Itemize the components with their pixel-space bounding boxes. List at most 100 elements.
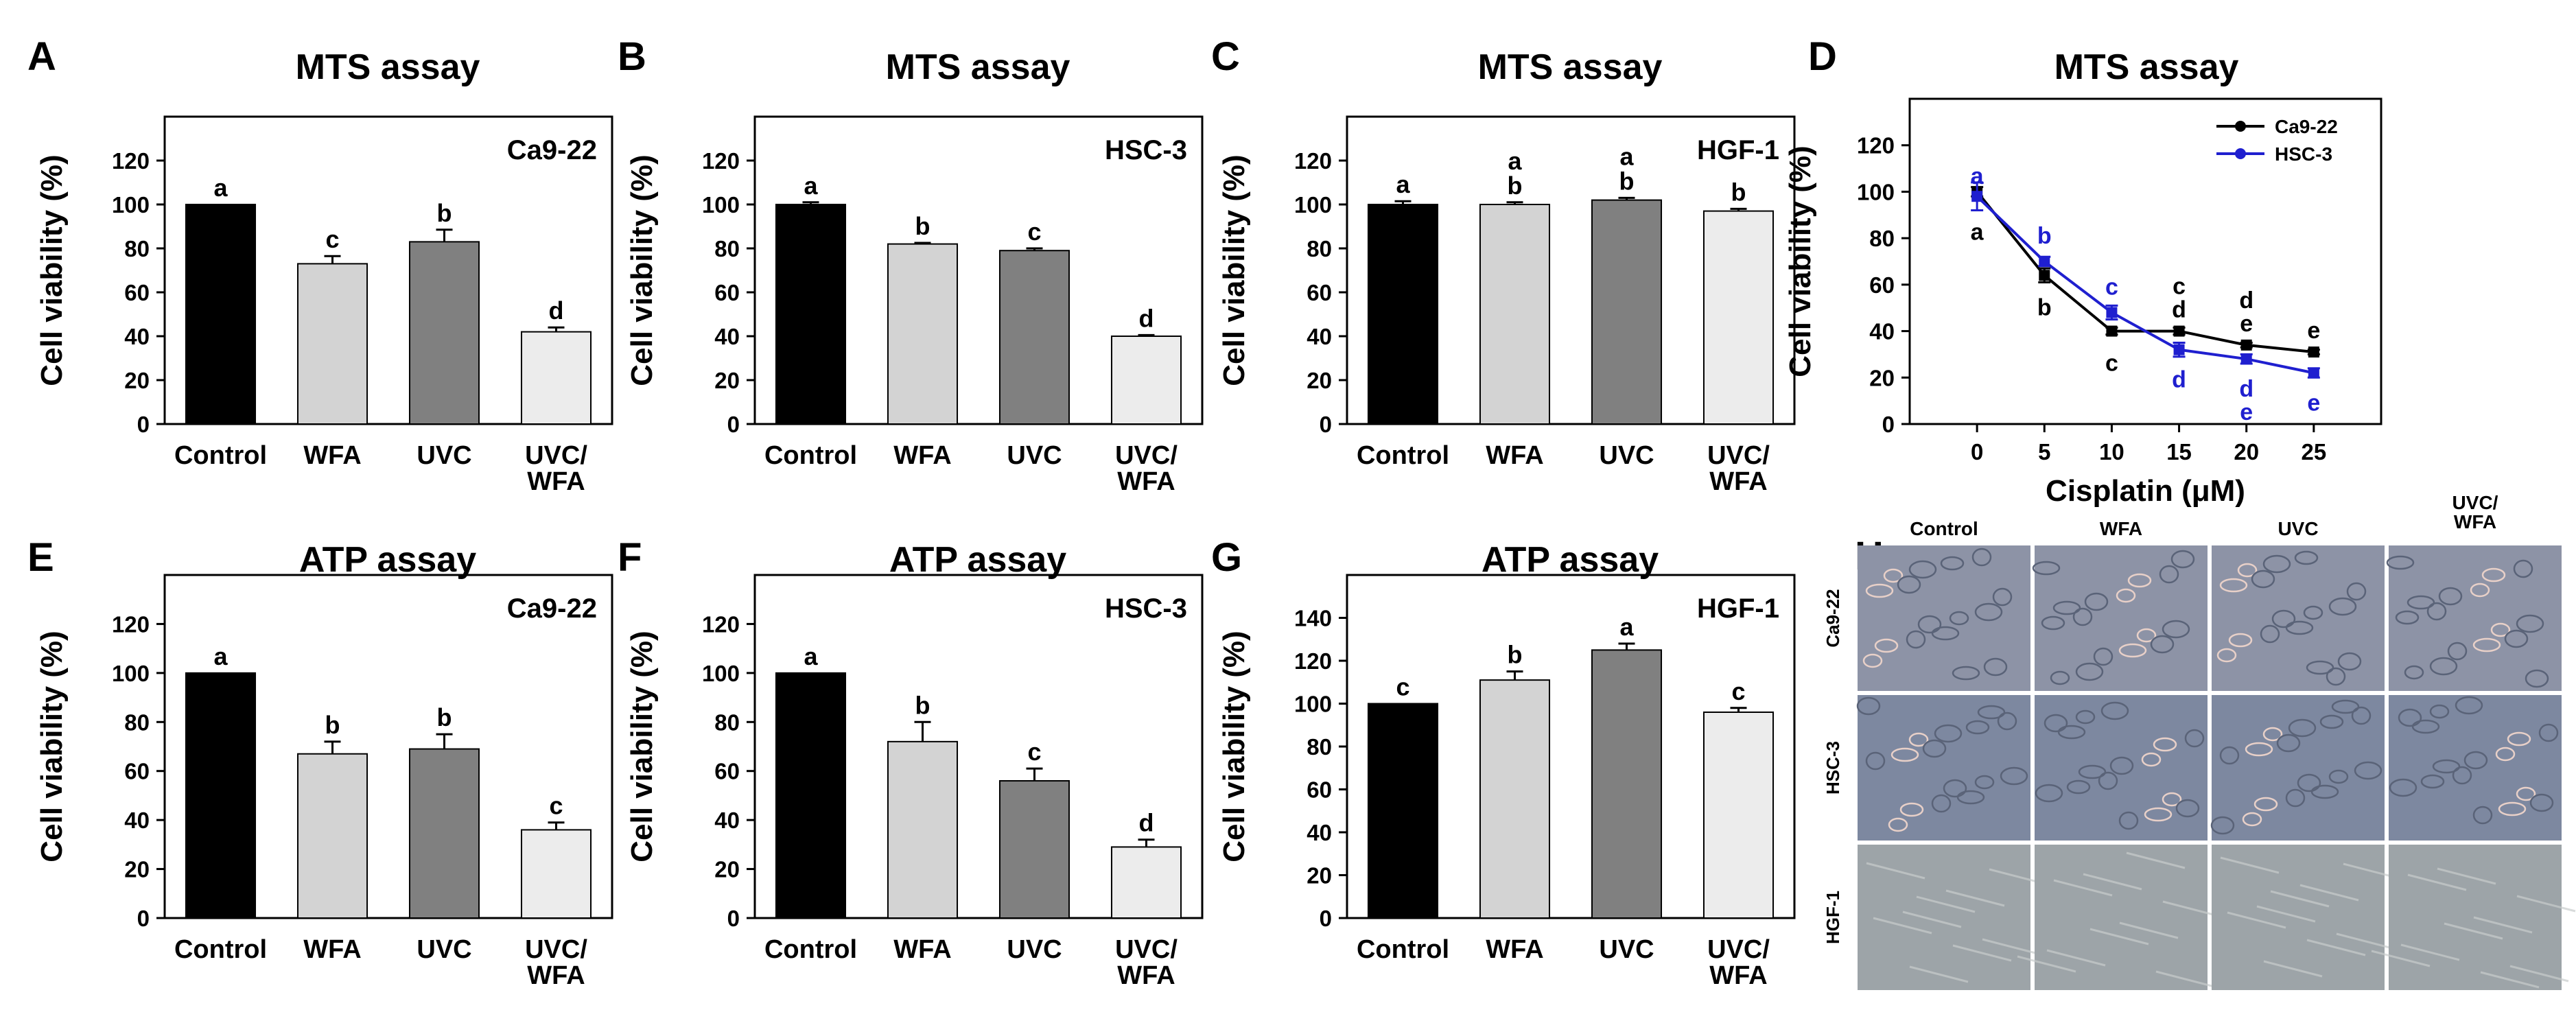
micrograph-cell <box>2438 587 2463 606</box>
micrograph-cell <box>2513 559 2533 578</box>
inset-label: HGF-1 <box>1697 135 1779 165</box>
micrograph-cell <box>2495 747 2516 762</box>
significance-letter: a <box>213 642 228 670</box>
series-line <box>1976 191 2315 354</box>
micrograph-cell <box>2220 856 2280 874</box>
panel-letter: A <box>27 34 56 79</box>
data-point <box>2106 307 2118 318</box>
micrograph-cell <box>2481 567 2506 583</box>
bar <box>1110 846 1182 919</box>
bar <box>1479 679 1551 919</box>
chart-panel-b: B MTS assay HSC-3 0 20 40 60 80 100 120 Cell viabi… <box>618 34 1204 496</box>
y-tick-label: 40 <box>714 324 740 349</box>
significance-letter: e <box>2307 390 2320 416</box>
micrograph-cell <box>2386 555 2415 570</box>
x-tick-label: Control <box>764 441 857 470</box>
micrograph-cell <box>2245 742 2273 757</box>
micrograph-cell <box>2093 647 2114 666</box>
micrograph-cell <box>2346 582 2367 601</box>
y-axis-label: Cell viability (%) <box>1217 631 1251 862</box>
chart-title: ATP assay <box>1482 540 1659 580</box>
micrograph-cell <box>2498 801 2527 816</box>
micrograph-cell <box>1974 775 1995 790</box>
x-tick-label: UVC/WFA <box>1707 441 1770 496</box>
y-tick-label: 80 <box>1869 226 1895 251</box>
micrograph-cell <box>1902 910 1962 928</box>
micrograph-cell <box>2262 727 2283 742</box>
y-tick-label: 40 <box>1869 319 1895 344</box>
x-tick-label: UVC <box>1599 441 1654 470</box>
micrograph-cell <box>2118 811 2139 830</box>
x-tick-label-line: UVC/ <box>1707 935 1770 964</box>
panel-letter: D <box>1808 34 1837 79</box>
micrograph-cell <box>1983 657 2008 677</box>
significance-letter-line: e <box>2240 399 2253 425</box>
significance-letter: c <box>1396 673 1409 701</box>
micrograph-cell <box>2306 939 2366 956</box>
plot-frame <box>753 574 1204 919</box>
micrograph-column-label: UVC/WFA <box>2452 492 2498 532</box>
micrograph-cell <box>2116 588 2136 603</box>
micrograph-cell <box>2507 731 2531 747</box>
y-tick-label: 20 <box>714 368 740 393</box>
micrograph-cell <box>1890 747 1919 762</box>
significance-letter: a <box>1971 219 1984 245</box>
bar <box>775 672 847 919</box>
y-tick-label: 40 <box>1307 820 1332 845</box>
micrograph-cell <box>2153 737 2177 752</box>
micrograph-cell <box>2447 642 2468 661</box>
y-tick-label: 100 <box>112 192 150 218</box>
bar <box>1591 199 1663 425</box>
micrograph-cell <box>2046 949 2106 967</box>
micrograph-cell <box>2331 699 2360 714</box>
micrograph-column-label-line: WFA <box>2454 511 2496 532</box>
y-axis-label: Cell viability (%) <box>625 154 659 386</box>
y-tick-label: 60 <box>1869 272 1895 298</box>
micrograph-cell <box>1908 560 1937 579</box>
x-tick-label-line: WFA <box>1117 467 1175 496</box>
inset-label: HSC-3 <box>1105 594 1187 624</box>
inset-label: Ca9-22 <box>507 135 597 165</box>
micrograph-cell <box>2000 766 2028 786</box>
micrograph-cell <box>2294 550 2319 565</box>
micrograph-cell <box>1931 794 1952 813</box>
y-tick-label: 20 <box>124 368 150 393</box>
micrograph-cell <box>2017 955 2076 973</box>
micrograph-cell <box>2504 629 2529 648</box>
y-tick-label: 0 <box>137 906 150 931</box>
micrograph-cell <box>2098 771 2118 790</box>
micrograph-cell <box>2109 756 2134 775</box>
micrograph-cell <box>2337 652 2362 671</box>
significance-letter: b <box>2037 294 2052 320</box>
micrograph-cell <box>2228 633 2253 648</box>
chart-panel-f: F ATP assay HSC-3 0 20 40 60 80 100 120 Cell viabi… <box>618 535 1204 990</box>
significance-letter-line: a <box>1508 147 1522 175</box>
bar <box>887 243 959 425</box>
micrograph-cell <box>2395 610 2420 625</box>
micrograph-column-label: Control <box>1910 518 1978 539</box>
data-point <box>2240 339 2252 351</box>
x-tick-label: 5 <box>2038 439 2050 465</box>
micrograph-cell <box>2118 643 2147 658</box>
micrograph-cell <box>2084 592 2109 611</box>
x-tick-label: UVC/WFA <box>525 935 587 990</box>
inset-label: Ca9-22 <box>507 594 597 624</box>
data-point <box>2173 325 2185 337</box>
y-tick-label: 20 <box>124 857 150 882</box>
y-tick-label: 120 <box>702 611 740 637</box>
micrograph-cell <box>2480 971 2540 989</box>
bar <box>408 748 480 919</box>
micrograph-cell <box>2270 890 2330 908</box>
micrograph-column-label: WFA <box>2100 518 2142 539</box>
micrograph-cell <box>2429 704 2450 719</box>
x-tick-label: UVC/WFA <box>525 441 587 496</box>
bar <box>296 753 368 919</box>
micrograph-cell <box>1965 720 1990 735</box>
micrograph-cell <box>2470 583 2490 598</box>
x-tick-label: WFA <box>893 935 951 964</box>
x-tick-label: UVC <box>417 935 471 964</box>
micrograph-cell <box>2276 733 2301 753</box>
